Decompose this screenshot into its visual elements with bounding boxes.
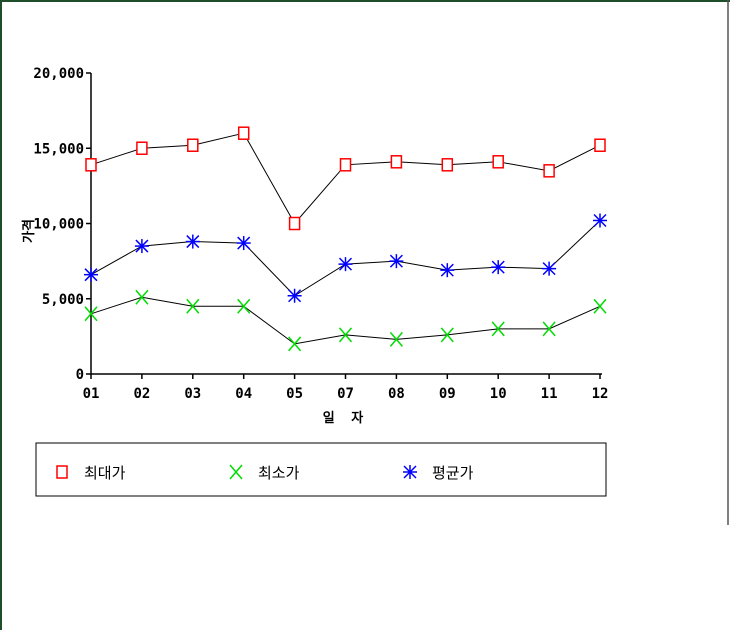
x-tick-label: 03: [184, 386, 201, 402]
y-axis-label: 가격: [22, 219, 37, 243]
x-tick-label: 09: [439, 386, 456, 402]
x-tick-label: 02: [133, 386, 150, 402]
data-point-1: [339, 158, 352, 172]
data-point-2: [593, 298, 607, 314]
data-point-1: [288, 216, 301, 231]
data-point-1: [187, 138, 199, 152]
legend-marker-3: [403, 465, 417, 479]
x-tick-label: 12: [592, 386, 609, 402]
series-line-2: [90, 296, 601, 345]
data-point-2: [491, 321, 505, 337]
y-tick-label: 20,000: [33, 66, 84, 82]
data-point-3: [491, 260, 506, 275]
data-point-2: [186, 298, 200, 314]
data-point-3: [134, 239, 149, 254]
data-point-3: [84, 267, 98, 282]
data-point-2: [440, 327, 454, 343]
data-point-1: [390, 155, 403, 169]
legend-box: [35, 442, 607, 497]
y-tick-label: 0: [76, 367, 84, 383]
data-point-1: [543, 164, 555, 178]
y-tick-label: 5,000: [42, 292, 84, 308]
data-point-2: [542, 321, 556, 337]
x-tick-label: 01: [83, 386, 100, 402]
data-point-1: [136, 141, 148, 155]
data-point-2: [288, 336, 302, 352]
x-axis-label: 일 자: [323, 411, 369, 426]
legend-marker-1: [56, 465, 68, 479]
data-point-3: [542, 261, 557, 276]
data-point-3: [287, 288, 302, 303]
data-point-2: [135, 289, 149, 305]
data-point-3: [440, 263, 455, 278]
data-point-3: [236, 236, 251, 251]
y-tick-label: 15,000: [33, 141, 84, 157]
x-tick-label: 07: [337, 386, 354, 402]
x-tick-label: 08: [388, 386, 405, 402]
x-tick-label: 04: [235, 386, 252, 402]
data-point-2: [84, 306, 98, 322]
data-point-1: [85, 158, 97, 172]
data-point-3: [389, 254, 404, 269]
y-tick-label: 10,000: [33, 217, 84, 233]
legend-label-2: 최소가: [258, 464, 300, 482]
data-point-2: [237, 298, 251, 314]
data-point-1: [237, 126, 250, 140]
x-tick-label: 05: [286, 386, 303, 402]
legend-marker-2: [229, 464, 243, 480]
legend-label-3: 평균가: [432, 464, 474, 482]
data-point-3: [185, 234, 200, 249]
data-point-2: [389, 331, 403, 347]
data-point-2: [338, 327, 353, 343]
data-point-3: [593, 213, 607, 228]
data-point-1: [594, 138, 606, 152]
data-point-1: [441, 158, 454, 172]
series-line-1: [90, 132, 601, 225]
legend-label-1: 최대가: [84, 464, 126, 482]
x-tick-label: 11: [541, 386, 558, 402]
x-tick-label: 10: [490, 386, 507, 402]
data-point-1: [492, 155, 504, 169]
data-point-3: [338, 257, 353, 272]
